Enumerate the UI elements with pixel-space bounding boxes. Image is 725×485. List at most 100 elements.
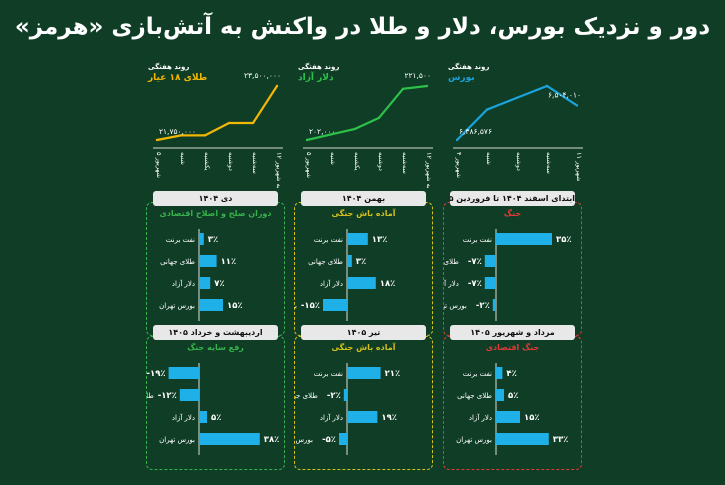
end-value-label: ۲۲۱,۵۰۰ bbox=[404, 71, 431, 80]
bar-value-label: -۱۵٪ bbox=[301, 301, 320, 311]
line-chart-name: بورس bbox=[448, 73, 475, 83]
panel-header: ابتدای اسفند ۱۴۰۴ تا فروردین ۱۴۰۵ bbox=[450, 191, 575, 206]
bar-category-label: طلای جهانی bbox=[457, 392, 492, 400]
panel-war: ابتدای اسفند ۱۴۰۴ تا فروردین ۱۴۰۵ جنگ ۳۵… bbox=[424, 191, 582, 336]
x-tick-label: دوشنبه bbox=[227, 152, 235, 171]
panel-bahman: بهمن ۱۴۰۴ آماده باش جنگی ۱۳٪ نفت برنت ۳٪ طل… bbox=[261, 191, 433, 336]
x-tick-label: شنبه bbox=[485, 152, 493, 165]
bar bbox=[179, 389, 199, 401]
x-tick-label: ۵ شهریور bbox=[305, 152, 313, 178]
data-point bbox=[545, 84, 549, 88]
data-point bbox=[329, 133, 333, 136]
bar-category-label: بورس تهران bbox=[159, 436, 195, 444]
end-value-label: ۲۳,۵۰۰,۰۰۰ bbox=[244, 71, 281, 80]
bar-category-label: طلای جهانی bbox=[444, 258, 459, 266]
bar bbox=[496, 367, 503, 379]
bar-value-label: ۳٪ bbox=[208, 235, 218, 245]
x-tick-label: شنبه bbox=[329, 152, 337, 165]
bar bbox=[492, 299, 496, 311]
panel-subtitle: آماده باش جنگی bbox=[331, 209, 396, 218]
line-chart-subtitle: روند هفتگی bbox=[448, 62, 489, 71]
series-line bbox=[156, 85, 278, 142]
bar-value-label: ۱۹٪ bbox=[381, 413, 397, 423]
bar bbox=[347, 277, 376, 289]
bar bbox=[199, 255, 217, 267]
series-line bbox=[306, 84, 428, 142]
bar bbox=[168, 367, 199, 379]
bar-value-label: ۳۳٪ bbox=[553, 435, 569, 445]
bar bbox=[199, 433, 260, 445]
data-point bbox=[227, 121, 231, 125]
panel-subtitle: دوران صلح و اصلاح اقتصادی bbox=[159, 209, 272, 218]
x-tick-label: ۴ شهریور bbox=[455, 152, 463, 178]
panel-header: دی ۱۴۰۴ bbox=[153, 191, 278, 206]
bar-category-label: طلای جهانی bbox=[160, 258, 195, 266]
start-value-label: ۲۰۲,۰۰۰ bbox=[309, 127, 336, 136]
page-title: دور و نزدیک بورس، دلار و طلا در واکنش به… bbox=[14, 14, 711, 40]
bar-chart-svg: ۴٪ نفت برنت ۵٪ طلای جهانی ۱۵٪ دلار آزاد ۳۳٪ بور… bbox=[456, 363, 569, 455]
bar-category-label: دلار آزاد bbox=[444, 279, 459, 288]
bar-category-label: بورس تهران bbox=[456, 436, 492, 444]
bar bbox=[339, 433, 347, 445]
bar-category-label: بورس تهران bbox=[444, 302, 467, 310]
data-point bbox=[305, 138, 309, 142]
x-tick-label: دوشنبه bbox=[515, 152, 523, 171]
bar bbox=[199, 411, 207, 423]
x-tick-label: سه‌شنبه bbox=[401, 152, 409, 174]
bar-value-label: ۱۵٪ bbox=[227, 301, 243, 311]
panel-header: بهمن ۱۴۰۴ bbox=[301, 191, 426, 206]
x-tick-label: ۱۲ چهارشنبه شهریور bbox=[425, 152, 433, 188]
bar-category-label: نفت برنت bbox=[314, 236, 343, 244]
panel-header: مرداد و شهریور ۱۴۰۵ bbox=[450, 325, 575, 340]
bar-value-label: ۳۵٪ bbox=[556, 235, 572, 245]
bar-category-label: دلار آزاد bbox=[320, 413, 343, 422]
bar-value-label: -۱۹٪ bbox=[147, 369, 166, 379]
bar-value-label: -۲٪ bbox=[327, 391, 341, 401]
bar-category-label: بورس تهران bbox=[295, 436, 313, 444]
data-point bbox=[179, 134, 183, 137]
data-point bbox=[275, 84, 279, 88]
line-chart-subtitle: روند هفتگی bbox=[298, 62, 339, 71]
bar bbox=[496, 389, 504, 401]
panel-header: اردیبهشت و خرداد ۱۴۰۵ bbox=[153, 325, 278, 340]
bar-chart: ۴٪ نفت برنت ۵٪ طلای جهانی ۱۵٪ دلار آزاد ۳۳٪ بور… bbox=[444, 359, 581, 467]
bar-value-label: ۷٪ bbox=[214, 279, 224, 289]
data-point bbox=[455, 138, 459, 142]
bar bbox=[484, 255, 496, 267]
bar-chart-svg: ۳۵٪ نفت برنت -۷٪ طلای جهانی -۷٪ دلار آزاد -۲٪ ب… bbox=[424, 229, 572, 321]
bar-chart-svg: ۲۱٪ نفت برنت -۲٪ طلای جهانی ۱۹٪ دلار آزاد -۵٪ ب… bbox=[277, 363, 400, 455]
bar-category-label: دلار آزاد bbox=[172, 279, 195, 288]
data-point bbox=[203, 134, 207, 137]
bourse-line-chart: روند هفتگی بورس ۶,۳۸۶,۵۷۶ ۶,۵۰۴,۰۱۰ ۴ شهریور… bbox=[445, 60, 590, 188]
bar-value-label: ۱۱٪ bbox=[221, 257, 237, 267]
bar-category-label: طلای جهانی bbox=[308, 258, 343, 266]
bar bbox=[347, 367, 381, 379]
bar bbox=[199, 299, 223, 311]
x-tick-label: دوشنبه bbox=[377, 152, 385, 171]
panel-subtitle: جنگ bbox=[503, 209, 522, 218]
bar-category-label: دلار آزاد bbox=[320, 279, 343, 288]
bar-chart: ۳٪ نفت برنت ۱۱٪ طلای جهانی ۷٪ دلار آزاد ۱۵٪ بور… bbox=[147, 225, 284, 333]
x-tick-label: شنبه bbox=[179, 152, 187, 165]
end-value-label: ۶,۵۰۴,۰۱۰ bbox=[548, 90, 581, 99]
bar-chart-svg: -۱۹٪نفت برنت-۱۲٪طلای جهانی۵٪دلار آزاد۳۸٪… bbox=[113, 363, 279, 455]
bar-chart: ۲۱٪ نفت برنت -۲٪ طلای جهانی ۱۹٪ دلار آزاد -۵٪ ب… bbox=[277, 359, 432, 467]
panel-mordad-shahrivar: مرداد و شهریور ۱۴۰۵ جنگ اقتصادی ۴٪ نفت بر… bbox=[443, 325, 582, 470]
data-point bbox=[155, 138, 159, 142]
bar bbox=[484, 277, 496, 289]
bar-chart-svg: ۳٪ نفت برنت ۱۱٪ طلای جهانی ۷٪ دلار آزاد ۱۵٪ بور… bbox=[159, 229, 243, 321]
bar bbox=[496, 411, 520, 423]
bar bbox=[199, 233, 204, 245]
x-tick-label: یکشنبه bbox=[203, 152, 211, 171]
panel-dey: دی ۱۴۰۴ دوران صلح و اصلاح اقتصادی ۳٪ نفت … bbox=[146, 191, 285, 336]
bar-chart: ۳۵٪ نفت برنت -۷٪ طلای جهانی -۷٪ دلار آزاد -۲٪ ب… bbox=[424, 225, 581, 333]
panel-header: تیر ۱۴۰۵ bbox=[301, 325, 426, 340]
bar-category-label: طلای جهانی bbox=[147, 392, 154, 400]
bar-value-label: ۱۵٪ bbox=[524, 413, 540, 423]
data-point bbox=[251, 121, 255, 125]
dollar-line-chart: روند هفتگی دلار آزاد ۲۰۲,۰۰۰ ۲۲۱,۵۰۰ ۵ شهریو… bbox=[295, 60, 440, 208]
bar-category-label: بورس تهران bbox=[159, 302, 195, 310]
bar bbox=[323, 299, 347, 311]
x-tick-label: ۱۲ چهارشنبه شهریور bbox=[275, 152, 283, 188]
